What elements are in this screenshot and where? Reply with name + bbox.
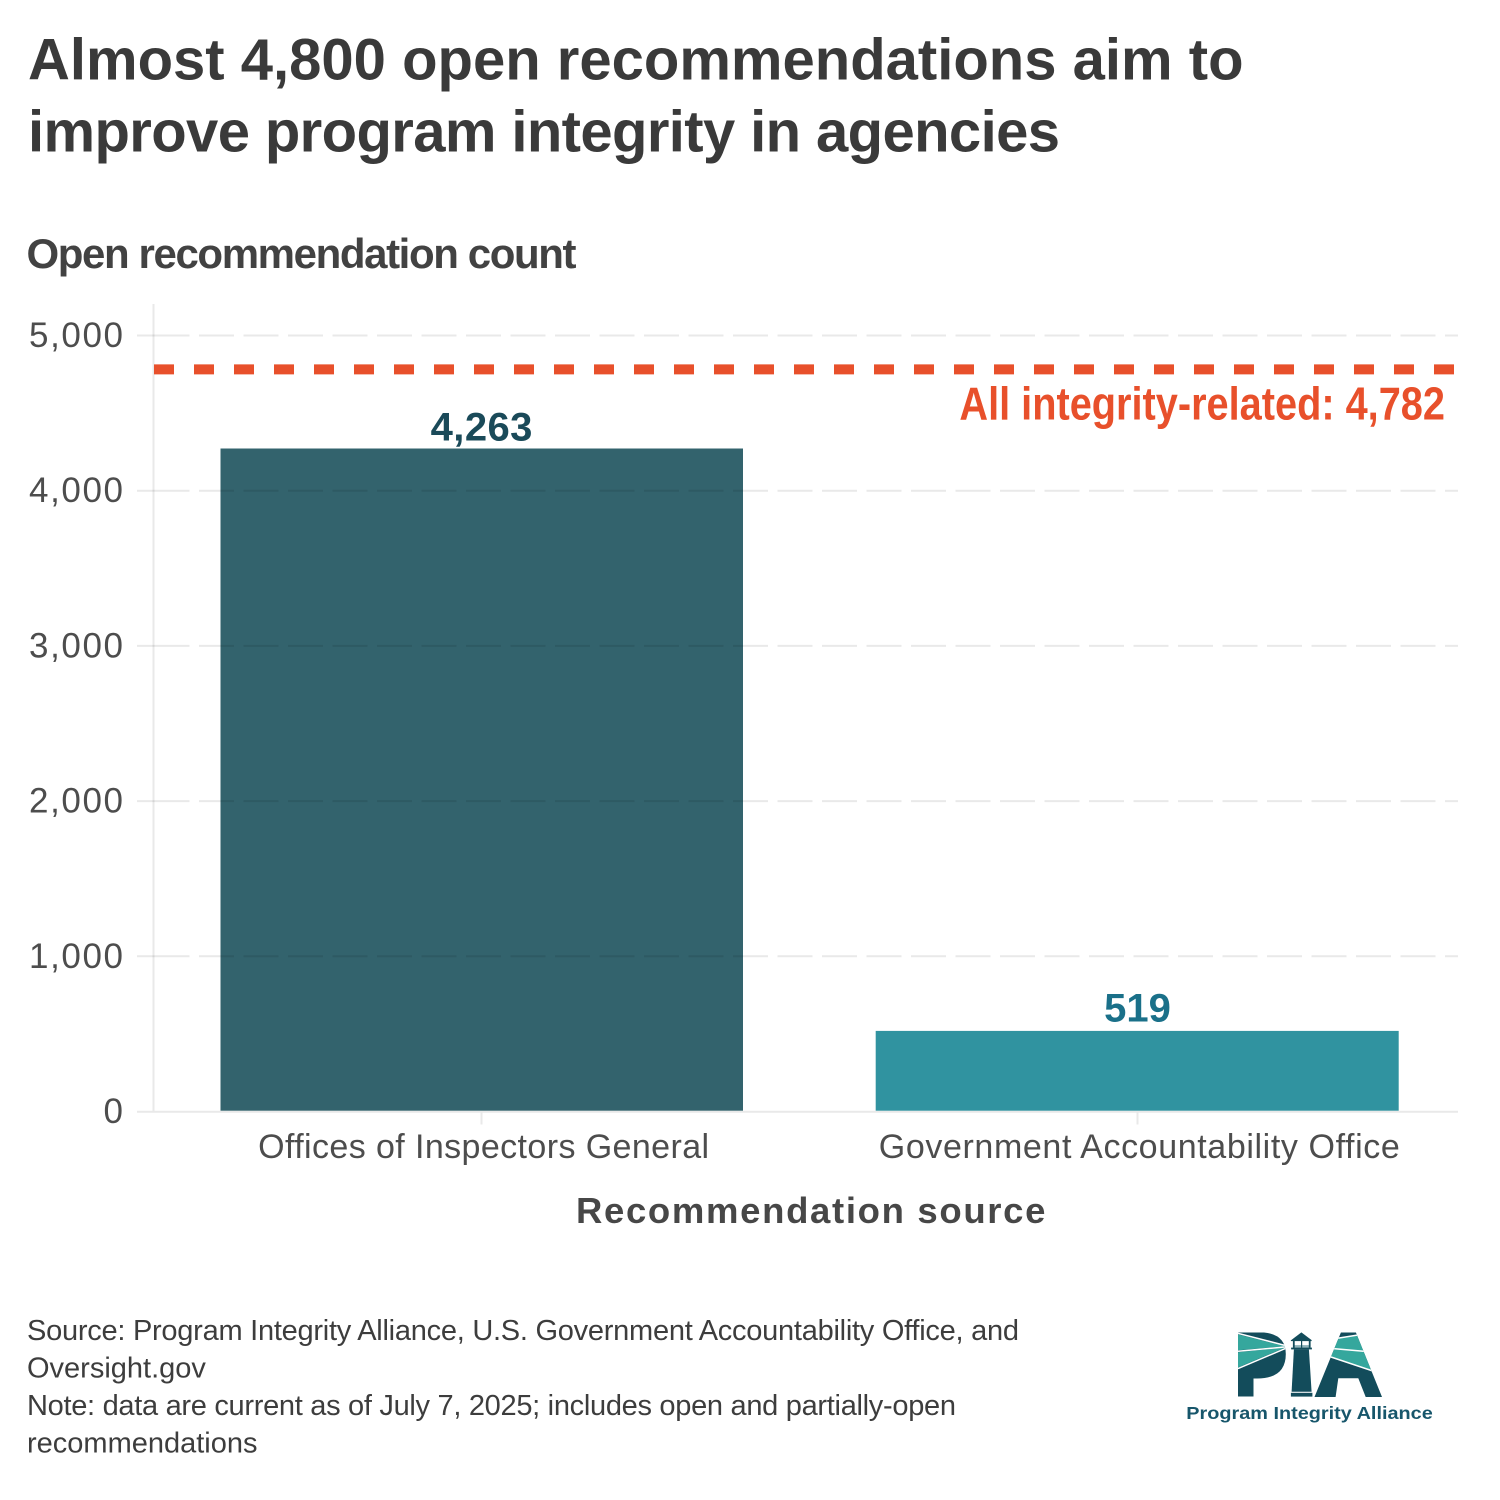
svg-text:3,000: 3,000 [29,626,123,665]
svg-text:5,000: 5,000 [29,316,123,355]
svg-text:1,000: 1,000 [29,937,123,976]
svg-text:Oversight.gov: Oversight.gov [27,1353,206,1385]
svg-text:improve program integrity in a: improve program integrity in agencies [28,99,1060,164]
svg-text:All integrity-related: 4,782: All integrity-related: 4,782 [959,378,1445,430]
svg-text:Recommendation source: Recommendation source [576,1190,1045,1231]
svg-text:Almost 4,800 open recommendati: Almost 4,800 open recommendations aim to [28,27,1244,92]
svg-text:0: 0 [104,1092,123,1131]
svg-text:Source: Program Integrity Alli: Source: Program Integrity Alliance, U.S.… [27,1315,1019,1347]
svg-text:519: 519 [1104,987,1171,1031]
svg-text:4,000: 4,000 [29,471,123,510]
svg-text:Offices of Inspectors General: Offices of Inspectors General [258,1128,709,1166]
svg-text:recommendations: recommendations [27,1428,258,1460]
svg-text:Open recommendation count: Open recommendation count [27,230,577,277]
svg-text:Note: data are current as of J: Note: data are current as of July 7, 202… [27,1390,956,1422]
svg-text:Government Accountability Offi: Government Accountability Office [879,1128,1400,1166]
svg-text:Program Integrity Alliance: Program Integrity Alliance [1186,1403,1433,1423]
svg-text:2,000: 2,000 [29,782,123,821]
svg-text:4,263: 4,263 [431,405,533,449]
